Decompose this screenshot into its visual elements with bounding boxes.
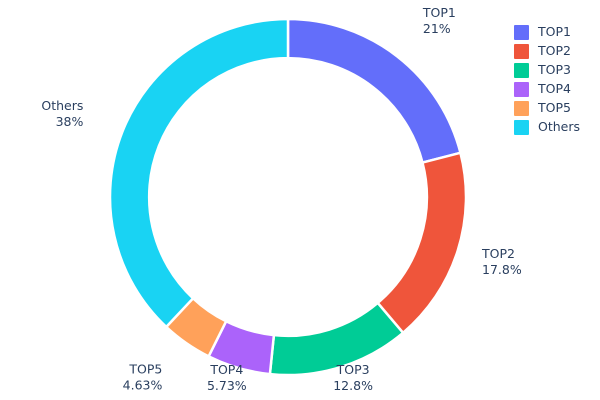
donut-label-top1: TOP1 21% [422, 5, 456, 36]
legend-item-label: TOP5 [538, 100, 571, 115]
chart-legend: TOP1 TOP2 TOP3 TOP4 TOP5 Others [514, 24, 580, 135]
legend-item-label: TOP3 [538, 62, 571, 77]
donut-slices-group [108, 17, 468, 377]
donut-label-percent: 5.73% [207, 378, 247, 393]
donut-label-top3: TOP3 12.8% [333, 362, 373, 393]
donut-label-name: TOP5 [128, 362, 162, 377]
legend-item-top5[interactable]: TOP5 [514, 100, 580, 116]
donut-label-others: Others 38% [41, 98, 83, 129]
donut-label-percent: 21% [423, 21, 451, 36]
legend-item-top3[interactable]: TOP3 [514, 62, 580, 78]
legend-item-label: TOP4 [538, 81, 571, 96]
donut-label-percent: 17.8% [482, 262, 522, 277]
donut-label-top4: TOP4 5.73% [207, 362, 247, 393]
legend-swatch-icon [514, 119, 529, 135]
donut-label-name: Others [41, 98, 83, 113]
donut-label-name: TOP2 [481, 246, 515, 261]
legend-item-others[interactable]: Others [514, 119, 580, 135]
legend-item-label: Others [538, 119, 581, 134]
donut-label-top5: TOP5 4.63% [123, 362, 163, 393]
legend-item-top4[interactable]: TOP4 [514, 81, 580, 97]
donut-slice-others[interactable] [108, 17, 290, 329]
legend-item-label: TOP1 [538, 24, 571, 39]
legend-swatch-icon [514, 100, 529, 116]
legend-item-top1[interactable]: TOP1 [514, 24, 580, 40]
donut-slice-top1[interactable] [286, 17, 462, 164]
legend-item-top2[interactable]: TOP2 [514, 43, 580, 59]
donut-label-percent: 12.8% [333, 378, 373, 393]
legend-swatch-icon [514, 43, 529, 59]
legend-swatch-icon [514, 81, 529, 97]
donut-label-name: TOP4 [209, 362, 243, 377]
legend-swatch-icon [514, 24, 529, 40]
donut-label-name: TOP3 [336, 362, 370, 377]
legend-swatch-icon [514, 62, 529, 78]
legend-item-label: TOP2 [538, 43, 571, 58]
donut-label-percent: 38% [56, 114, 84, 129]
donut-slice-labels-group: TOP1 21% TOP2 17.8% TOP3 12.8% TOP4 5.73% TOP5 4.… [41, 5, 521, 393]
donut-label-name: TOP1 [422, 5, 456, 20]
donut-slice-top2[interactable] [376, 151, 468, 335]
donut-label-top2: TOP2 17.8% [481, 246, 522, 277]
donut-label-percent: 4.63% [123, 378, 163, 393]
